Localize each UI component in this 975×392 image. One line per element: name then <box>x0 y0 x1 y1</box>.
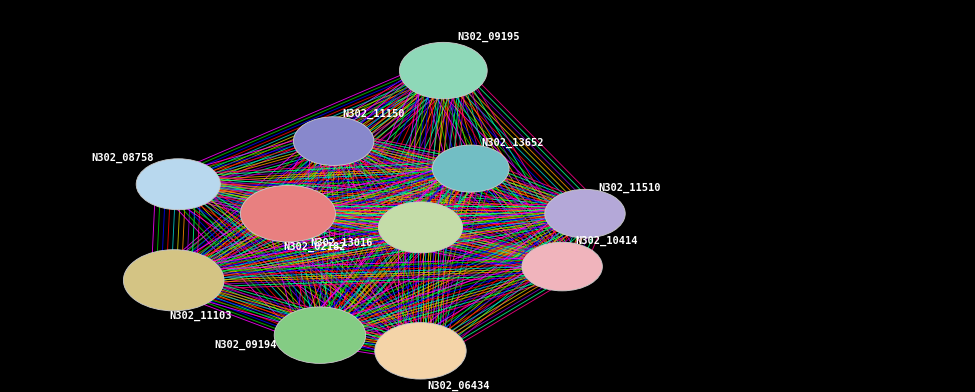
Ellipse shape <box>274 307 366 363</box>
Text: N302_06434: N302_06434 <box>428 381 490 391</box>
Text: N302_13652: N302_13652 <box>482 138 544 148</box>
Text: N302_09194: N302_09194 <box>214 340 277 350</box>
Ellipse shape <box>432 145 509 192</box>
Ellipse shape <box>400 42 488 99</box>
Text: N302_09195: N302_09195 <box>457 32 520 42</box>
Ellipse shape <box>522 242 603 291</box>
Ellipse shape <box>378 202 462 253</box>
Ellipse shape <box>136 159 220 210</box>
Text: N302_10414: N302_10414 <box>576 236 639 246</box>
Ellipse shape <box>293 117 373 165</box>
Ellipse shape <box>545 189 625 238</box>
Ellipse shape <box>241 185 335 242</box>
Text: N302_11150: N302_11150 <box>343 109 406 119</box>
Text: N302_11103: N302_11103 <box>169 310 232 321</box>
Text: N302_11510: N302_11510 <box>599 183 661 193</box>
Text: N302_08758: N302_08758 <box>92 152 154 163</box>
Ellipse shape <box>124 250 224 311</box>
Text: N302_13016: N302_13016 <box>311 238 373 248</box>
Text: N302_02182: N302_02182 <box>284 242 346 252</box>
Ellipse shape <box>374 323 466 379</box>
